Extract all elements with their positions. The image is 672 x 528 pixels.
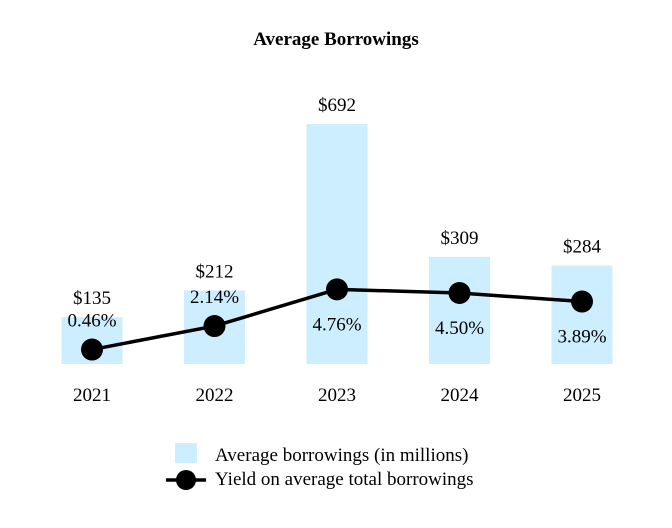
bar-label-2025: $284 [563,237,602,258]
yield-label-2025: 3.89% [557,327,606,348]
yield-value-labels: 0.46% 2.14% 4.76% 4.50% 3.89% [67,287,606,348]
legend-line-marker [176,470,196,490]
x-tick-2022: 2022 [196,385,234,406]
legend-bar-swatch [175,443,197,463]
bar-label-2023: $692 [318,95,356,116]
legend-bar-label: Average borrowings (in millions) [215,445,468,466]
bar-2024 [429,256,490,364]
x-tick-2023: 2023 [318,385,356,406]
yield-label-2024: 4.50% [435,318,484,339]
x-tick-2025: 2025 [563,385,601,406]
bar-label-2022: $212 [196,261,234,282]
legend: Average borrowings (in millions) Yield o… [166,443,474,490]
x-axis-tick-labels: 2021 2022 2023 2024 2025 [73,385,601,406]
yield-label-2021: 0.46% [67,311,116,332]
yield-point-2021 [81,338,103,361]
yield-line-series [81,278,593,361]
x-tick-2024: 2024 [441,385,480,406]
yield-point-2025 [571,290,593,313]
bar-label-2021: $135 [73,288,111,309]
yield-point-2023 [326,278,348,301]
chart-title: Average Borrowings [253,29,419,50]
yield-point-2024 [448,282,471,304]
bar-value-labels: $135 $212 $692 $309 $284 [73,95,602,309]
legend-line-label: Yield on average total borrowings [215,469,474,490]
bar-series [61,124,613,364]
yield-label-2023: 4.76% [312,314,361,335]
x-tick-2021: 2021 [73,385,111,406]
bar-2023 [306,124,368,364]
yield-label-2022: 2.14% [190,287,239,308]
bar-label-2024: $309 [441,228,479,249]
bar-2025 [551,265,613,364]
yield-point-2022 [203,315,226,338]
